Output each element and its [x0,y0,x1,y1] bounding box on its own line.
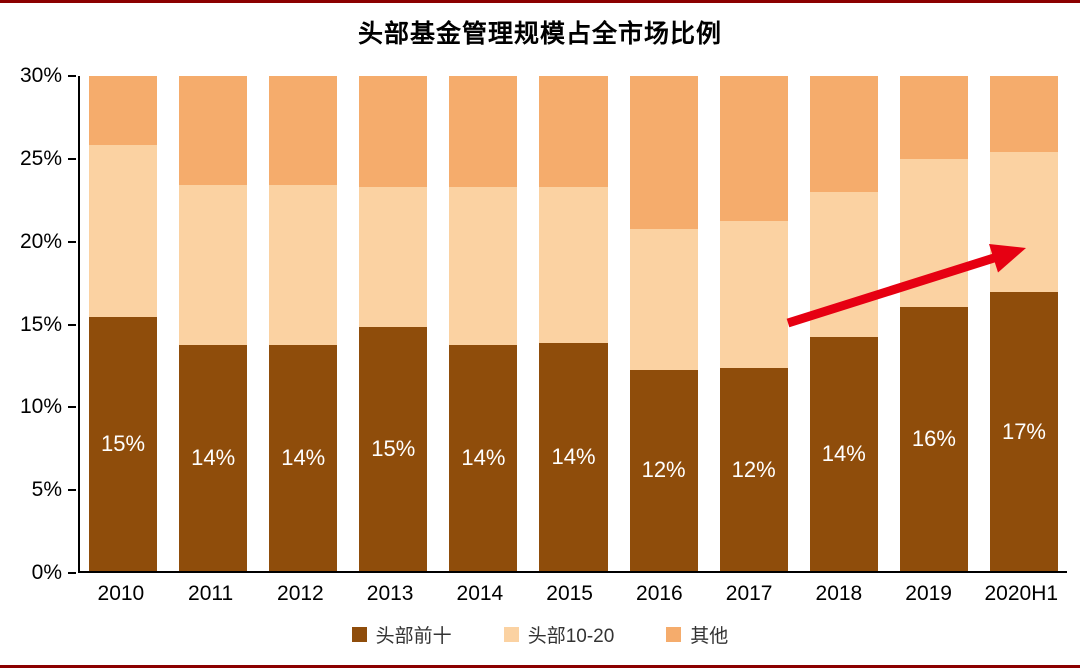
legend-swatch [351,627,367,642]
bar-segment-其他 [179,76,248,185]
bar-segment-头部前十: 14% [449,344,518,571]
bar-2010: 15% [89,76,158,571]
y-tick-mark [68,157,76,160]
bar-segment-头部10-20 [179,184,248,345]
bar-value-label: 15% [371,435,416,461]
bar-2015: 14% [539,76,608,571]
bar-segment-头部前十: 16% [899,307,968,571]
y-tick-mark [68,240,76,243]
legend-item-其他: 其他 [666,621,728,648]
bar-segment-头部10-20 [89,145,158,317]
x-axis-label-2013: 2013 [366,582,414,605]
bar-segment-其他 [449,76,518,187]
y-tick-label-30%: 30% [19,64,62,87]
x-axis-label-2018: 2018 [815,582,863,605]
bar-2019: 16% [899,76,968,571]
y-axis: 0% 5% 10% 15% 20% 25% 30% [0,64,76,584]
bar-2012: 14% [269,76,338,571]
x-axis-label-2016: 2016 [636,582,683,605]
x-axis-label-2012: 2012 [277,582,324,605]
bar-segment-头部10-20 [269,184,338,345]
legend-swatch [503,627,519,642]
bar-segment-头部前十: 14% [809,336,878,571]
bar-segment-头部10-20 [359,186,428,327]
y-tick-mark [68,406,76,409]
y-tick-label-10%: 10% [19,395,62,419]
plot-area: 15% 14% 14% 15% 14% 14% 12% 12% 14% 16% 17% [78,76,1067,573]
bar-segment-头部10-20 [539,186,608,344]
bar-segment-其他 [809,76,878,192]
y-tick-mark [68,572,76,574]
legend-label: 头部10-20 [527,626,615,647]
bar-segment-头部前十: 12% [719,368,788,571]
x-axis-labels: 2010 2011 2012 2013 2014 2015 2016 2017 2018 2019… [78,582,1067,606]
y-tick-mark [68,489,76,492]
bar-segment-头部前十: 14% [179,344,248,571]
x-axis-label-2020H1: 2020H1 [984,582,1059,605]
bar-value-label: 14% [281,444,326,470]
bar-segment-头部10-20 [989,151,1059,293]
bar-segment-其他 [89,76,158,146]
bar-segment-头部前十: 17% [989,292,1059,571]
x-axis-label-2019: 2019 [905,582,952,605]
bar-segment-其他 [629,76,698,230]
bar-segment-头部10-20 [449,186,518,345]
bar-segment-头部前十: 14% [269,344,338,571]
bar-value-label: 14% [461,444,506,470]
legend: 头部前十 头部10-20 其他 [0,621,1080,648]
x-axis-label-2011: 2011 [188,582,234,605]
y-tick-label-25%: 25% [19,146,62,170]
x-axis-label-2014: 2014 [456,582,504,605]
bar-value-label: 15% [101,430,146,456]
bar-segment-头部10-20 [899,158,968,307]
y-tick-label-0%: 0% [31,561,62,584]
bar-value-label: 14% [191,444,236,470]
bar-value-label: 12% [731,456,776,482]
bar-segment-头部前十: 15% [359,326,428,571]
bar-segment-其他 [989,76,1059,152]
bar-segment-头部前十: 12% [629,369,698,571]
bar-2020H1: 17% [989,76,1059,571]
bar-segment-头部10-20 [809,191,878,337]
bar-2011: 14% [179,76,248,571]
x-axis-label-2015: 2015 [546,582,593,605]
bar-segment-头部前十: 14% [539,343,608,571]
legend-swatch [666,627,682,642]
chart-title: 头部基金管理规模占全市场比例 [357,19,722,48]
top-border-line [0,0,1080,3]
y-tick-mark [68,75,76,77]
legend-label: 头部前十 [375,626,452,647]
x-axis-label-2017: 2017 [725,582,773,605]
bar-segment-其他 [539,76,608,187]
bar-2014: 14% [449,76,518,571]
bar-2013: 15% [359,76,428,571]
bar-segment-其他 [899,76,968,159]
bar-2017: 12% [719,76,788,571]
bar-2018: 14% [809,76,878,571]
bar-value-label: 14% [551,444,596,470]
bar-segment-其他 [269,76,338,185]
x-axis-label-2010: 2010 [97,582,145,605]
legend-label: 其他 [690,626,729,647]
bottom-border-line [0,665,1080,668]
bar-segment-头部前十: 15% [89,316,158,571]
bar-segment-其他 [359,76,428,187]
bar-segment-其他 [719,76,788,222]
y-tick-mark [68,323,76,326]
bar-segment-头部10-20 [719,221,788,369]
legend-item-头部前十: 头部前十 [351,621,452,648]
bar-value-label: 12% [641,457,686,483]
bar-value-label: 17% [1001,418,1046,444]
bar-segment-头部10-20 [629,229,698,370]
bar-value-label: 16% [911,426,956,451]
legend-item-头部10-20: 头部10-20 [503,621,615,648]
bar-2016: 12% [629,76,698,571]
y-tick-label-20%: 20% [19,229,62,253]
bar-value-label: 14% [821,440,866,466]
y-tick-label-5%: 5% [31,478,62,502]
y-tick-label-15%: 15% [19,312,62,336]
